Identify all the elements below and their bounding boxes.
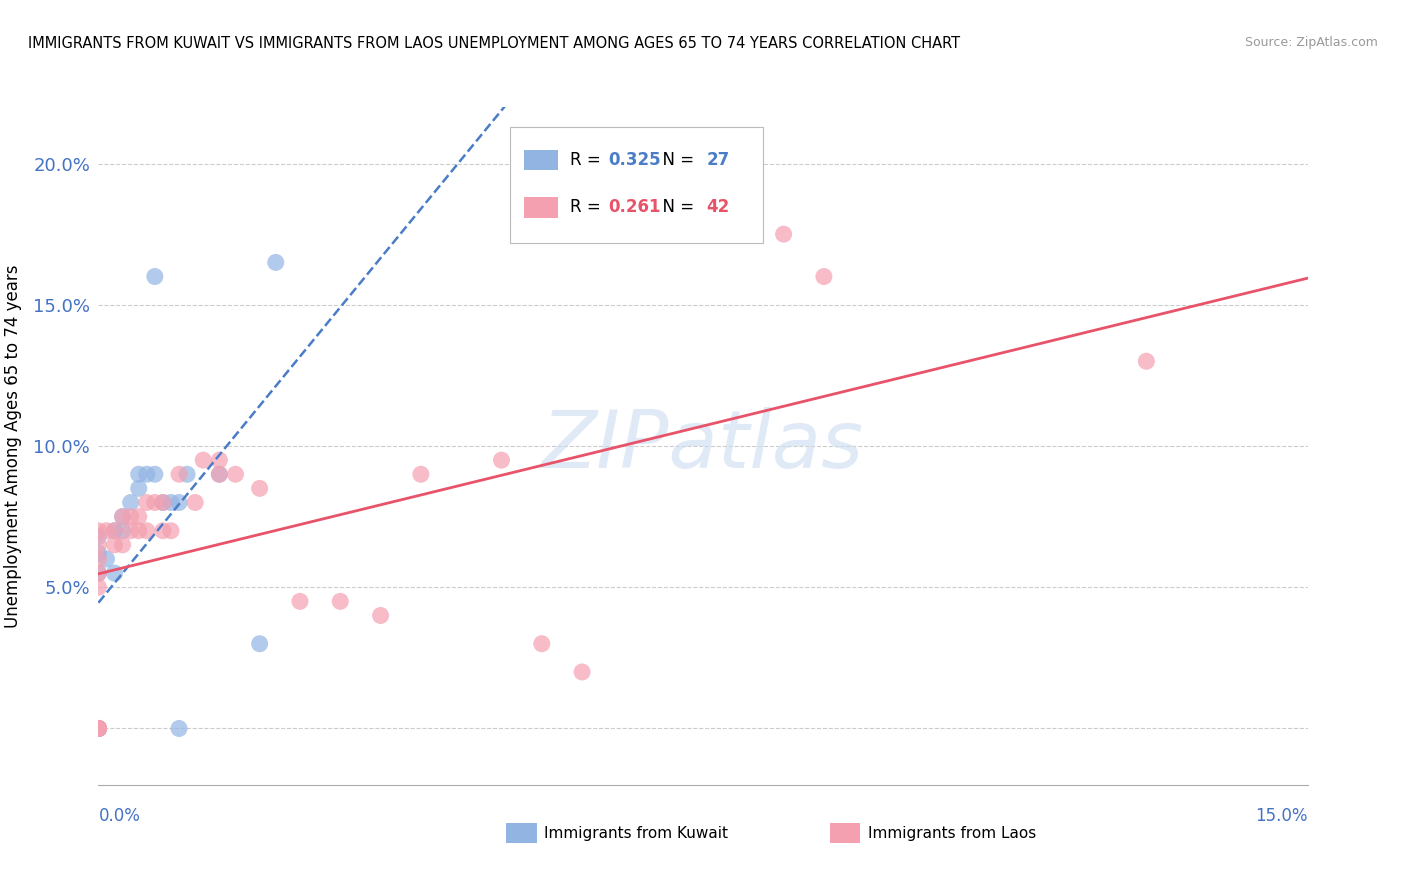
Point (249, 481, 271, 495)
Point (135, 495, 157, 509)
Point (87, 722, 110, 736)
Point (103, 538, 125, 552)
Point (87, 722, 110, 736)
Text: 0.325: 0.325 (609, 151, 661, 169)
Text: N =: N = (652, 198, 700, 217)
Point (87, 722, 110, 736)
Point (87, 580, 110, 594)
Point (120, 524, 142, 538)
Point (103, 566, 125, 581)
Point (143, 495, 166, 509)
Point (813, 269, 835, 284)
Point (772, 227, 794, 241)
Text: Immigrants from Laos: Immigrants from Laos (868, 826, 1036, 840)
Point (167, 495, 190, 509)
Text: 42: 42 (707, 198, 730, 217)
Point (87, 722, 110, 736)
Point (87, 722, 110, 736)
Point (143, 467, 166, 482)
Point (111, 538, 134, 552)
Point (224, 467, 246, 482)
Point (128, 481, 150, 495)
Point (111, 509, 134, 524)
Point (96, 552, 118, 566)
Point (167, 722, 190, 736)
Text: Source: ZipAtlas.com: Source: ZipAtlas.com (1244, 36, 1378, 49)
Point (409, 467, 432, 482)
Point (87, 722, 110, 736)
Text: 15.0%: 15.0% (1256, 807, 1308, 825)
Point (103, 524, 125, 538)
Point (208, 467, 231, 482)
Text: 0.261: 0.261 (609, 198, 661, 217)
Point (530, 637, 553, 651)
Point (167, 467, 190, 482)
FancyBboxPatch shape (509, 128, 763, 243)
Text: N =: N = (652, 151, 700, 169)
Point (264, 255, 287, 269)
Point (184, 495, 207, 509)
Point (111, 509, 134, 524)
Point (152, 524, 174, 538)
Point (152, 495, 174, 509)
Point (87, 722, 110, 736)
Point (329, 594, 352, 608)
Point (87, 552, 110, 566)
Point (87, 722, 110, 736)
Point (87, 566, 110, 581)
Point (176, 467, 198, 482)
Text: Immigrants from Kuwait: Immigrants from Kuwait (544, 826, 728, 840)
Point (87, 529, 110, 543)
Y-axis label: Unemployment Among Ages 65 to 74 years: Unemployment Among Ages 65 to 74 years (4, 264, 22, 628)
Point (120, 509, 142, 524)
Point (208, 467, 231, 482)
Point (87, 566, 110, 581)
Text: 27: 27 (707, 151, 730, 169)
Point (128, 509, 150, 524)
Point (128, 524, 150, 538)
Point (120, 495, 142, 509)
Text: 0.0%: 0.0% (98, 807, 141, 825)
Point (193, 453, 215, 467)
Point (160, 524, 183, 538)
Point (208, 453, 231, 467)
Text: IMMIGRANTS FROM KUWAIT VS IMMIGRANTS FROM LAOS UNEMPLOYMENT AMONG AGES 65 TO 74 : IMMIGRANTS FROM KUWAIT VS IMMIGRANTS FRO… (28, 36, 960, 51)
Point (87, 722, 110, 736)
Point (111, 524, 134, 538)
Point (87, 538, 110, 552)
Point (87, 524, 110, 538)
Point (135, 524, 157, 538)
Point (1135, 354, 1157, 368)
Point (152, 495, 174, 509)
Point (491, 453, 513, 467)
Point (128, 467, 150, 482)
Text: R =: R = (569, 198, 606, 217)
Point (87, 546, 110, 560)
Point (249, 637, 271, 651)
Text: ZIPatlas: ZIPatlas (541, 407, 865, 485)
Text: R =: R = (569, 151, 606, 169)
Point (571, 665, 593, 679)
FancyBboxPatch shape (524, 197, 558, 218)
Point (103, 524, 125, 538)
Point (96, 524, 118, 538)
Point (87, 722, 110, 736)
Point (143, 269, 166, 284)
FancyBboxPatch shape (524, 150, 558, 170)
Point (370, 608, 392, 623)
Point (160, 495, 183, 509)
Point (288, 594, 311, 608)
Point (135, 467, 157, 482)
